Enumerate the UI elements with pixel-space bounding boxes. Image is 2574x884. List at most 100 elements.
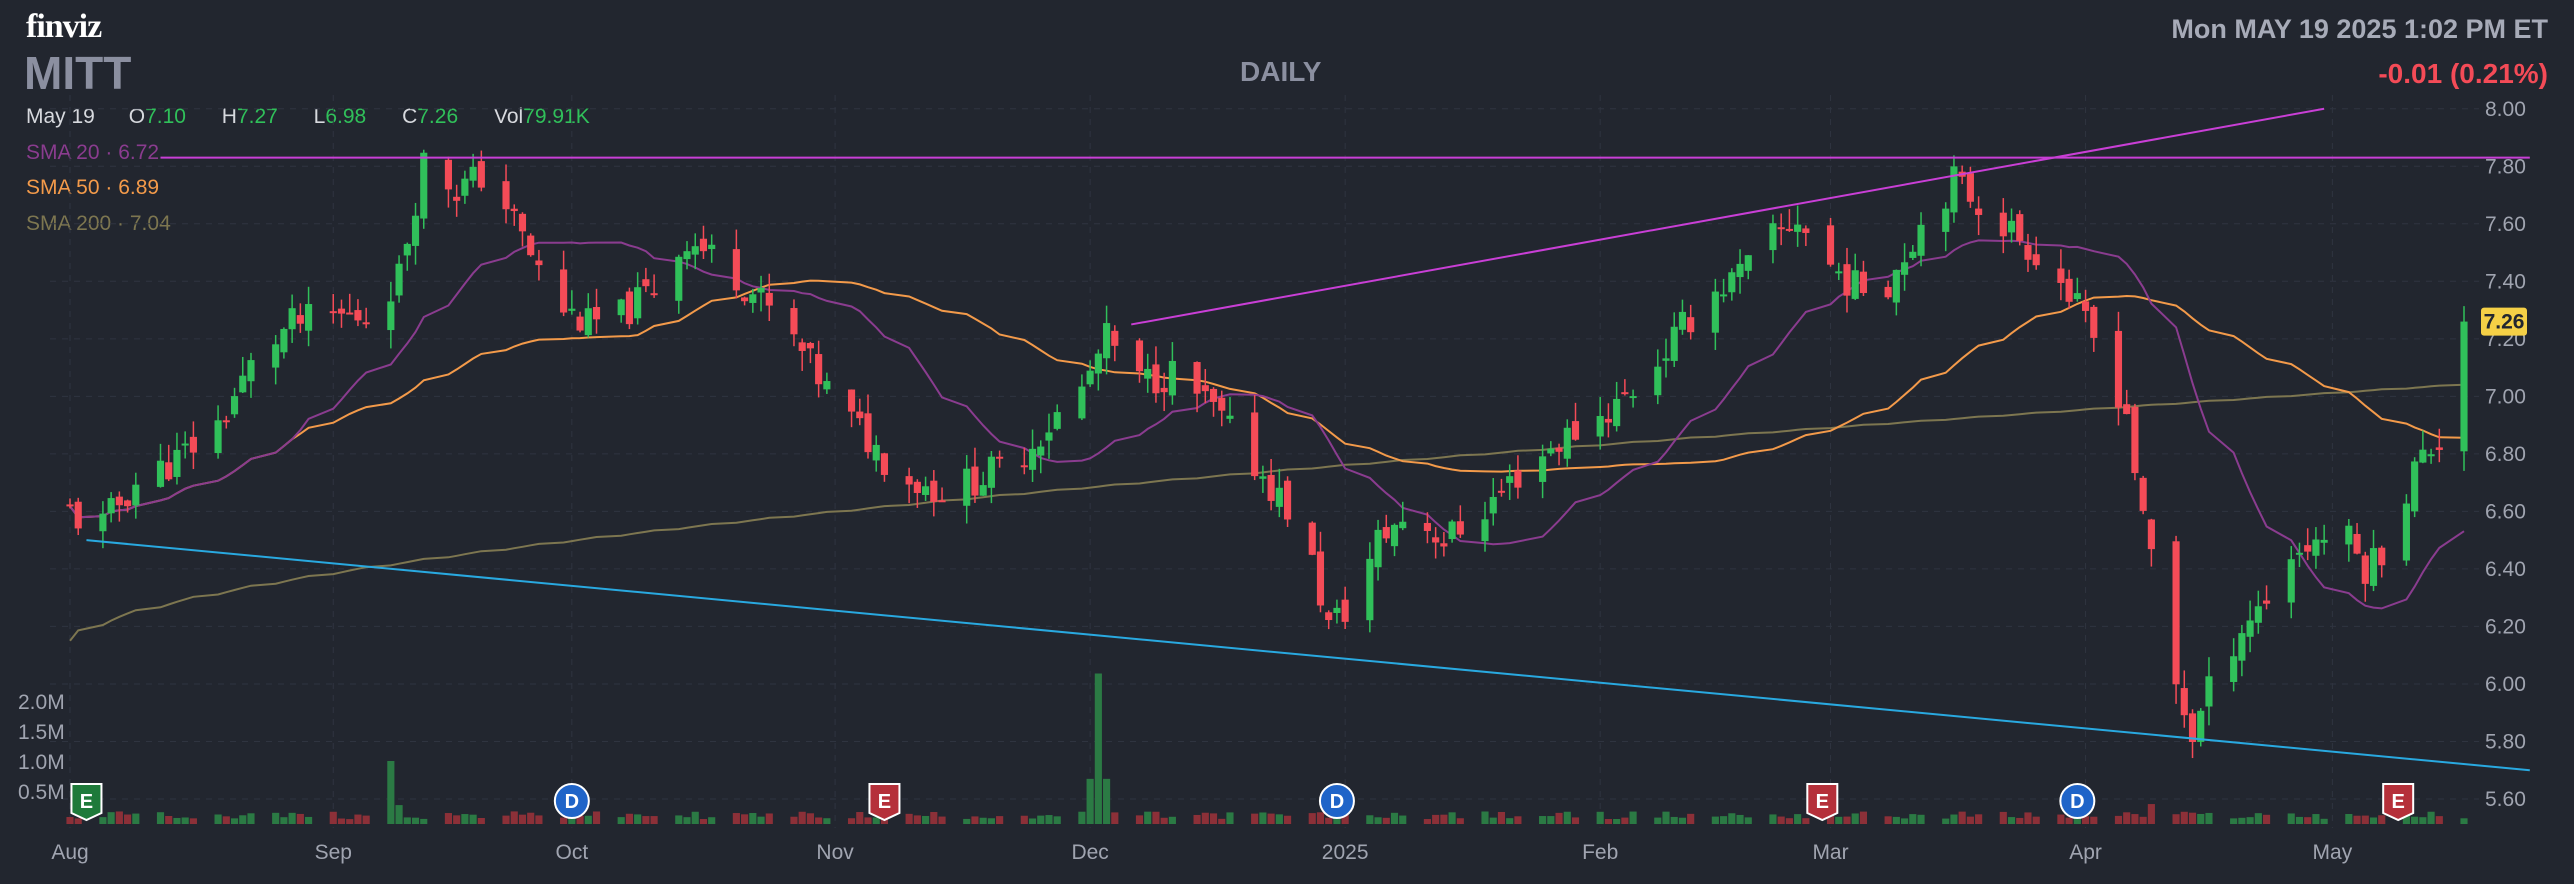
candle-body [2238, 633, 2246, 661]
volume-bar [938, 816, 946, 824]
candle-body [1884, 286, 1892, 298]
candle-body [1226, 415, 1234, 419]
candle-body [864, 413, 872, 453]
earnings-marker[interactable]: E [2382, 783, 2415, 822]
volume-bar [1901, 818, 1909, 824]
event-letter: D [565, 791, 579, 813]
earnings-marker[interactable]: E [868, 783, 901, 822]
volume-axis-label: 0.5M [18, 781, 65, 804]
volume-bar [963, 818, 971, 824]
finviz-logo[interactable]: finviz [26, 8, 102, 45]
candle-body [1999, 212, 2007, 237]
volume-bar [2427, 811, 2435, 824]
dividend-marker[interactable]: D [553, 783, 590, 819]
ohlc-bar: May 19 O7.10 H7.27 L6.98 C7.26 Vol79.91K [26, 105, 620, 129]
candle-body [1539, 456, 1547, 482]
candle-body [1966, 173, 1974, 202]
candle-body [337, 308, 346, 314]
candle-body [979, 485, 987, 496]
candle-body [1555, 447, 1563, 452]
volume-bar [1341, 811, 1349, 824]
candle-body [1103, 323, 1111, 359]
volume-bar [1514, 816, 1522, 824]
candle-body [2131, 406, 2139, 474]
dividend-marker[interactable]: D [1318, 783, 1355, 819]
candle-body [1892, 269, 1900, 303]
candle-body [1045, 432, 1053, 441]
volume-bar [996, 816, 1004, 824]
volume-bar [1744, 817, 1752, 824]
candle-body [2295, 552, 2304, 555]
event-letter: D [2070, 791, 2084, 813]
volume-bar [1094, 673, 1102, 824]
volume-bar [1670, 816, 1678, 824]
volume-axis-label: 2.0M [18, 691, 65, 714]
price-tick-label: 7.60 [2485, 213, 2526, 236]
candle-body [1785, 228, 1793, 231]
volume-bar [214, 814, 222, 824]
dividend-marker[interactable]: D [2059, 783, 2096, 819]
volume-bar [1193, 814, 1201, 824]
candle-body [971, 466, 979, 496]
candle-body [1777, 227, 1785, 230]
earnings-badge [70, 783, 103, 822]
volume-bar [2246, 817, 2254, 824]
volume-bar [1259, 812, 1267, 824]
earnings-marker[interactable]: E [70, 783, 103, 822]
candle-body [420, 152, 428, 219]
candle-body [1563, 427, 1571, 459]
close-label: C [402, 105, 418, 128]
candle-body [2427, 454, 2435, 457]
candle-body [1802, 228, 1810, 233]
price-tick-label: 7.80 [2485, 155, 2526, 178]
volume-bar [708, 817, 716, 824]
volume-bar [124, 814, 132, 824]
volume-bar [1020, 815, 1028, 824]
volume-bar [2254, 813, 2262, 824]
volume-bar [115, 811, 123, 824]
candle-body [1744, 255, 1752, 271]
volume-bar [823, 818, 831, 824]
volume-bar [2230, 818, 2238, 824]
candle-body [1333, 607, 1341, 613]
volume-bar [2295, 816, 2304, 824]
candle-body [132, 484, 140, 506]
volume-bar [1613, 818, 1621, 824]
volume-bar [987, 818, 995, 824]
datetime-label: Mon MAY 19 2025 1:02 PM ET [2171, 14, 2548, 44]
price-tick-label: 6.80 [2485, 443, 2526, 466]
volume-bar [403, 817, 411, 824]
volume-bar [749, 813, 757, 824]
candle-body [1448, 521, 1456, 540]
candle-body [1769, 223, 1777, 251]
volume-bar [337, 818, 346, 824]
volume-bar [1892, 816, 1900, 824]
volume-bar [1777, 816, 1785, 824]
sma50-legend[interactable]: SMA 50 · 6.89 [26, 176, 160, 199]
earnings-marker[interactable]: E [1806, 783, 1839, 822]
volume-bar [2411, 816, 2419, 824]
candle-body [650, 293, 658, 296]
volume-bar [272, 812, 280, 824]
candle-body [996, 456, 1004, 459]
volume-bar [156, 812, 165, 824]
sma20-legend[interactable]: SMA 20 · 6.72 [26, 141, 160, 164]
volume-bar [66, 817, 74, 824]
candle-body [247, 360, 255, 382]
volume-bar [2435, 816, 2443, 824]
candle-body [1283, 480, 1292, 520]
candle-body [1390, 524, 1399, 547]
volume-bar [2007, 817, 2016, 824]
time-axis-label: 2025 [1322, 841, 1369, 864]
volume-bar [1251, 813, 1259, 824]
volume-bar [1275, 814, 1283, 824]
volume-bar [2065, 817, 2073, 824]
low-value: 6.98 [325, 105, 367, 128]
candle-body [2287, 559, 2295, 603]
candle-body [987, 456, 995, 488]
candle-body [2065, 278, 2073, 302]
volume-bar [1909, 814, 1917, 824]
volume-bar [872, 817, 880, 824]
volume-bar [2147, 804, 2155, 824]
